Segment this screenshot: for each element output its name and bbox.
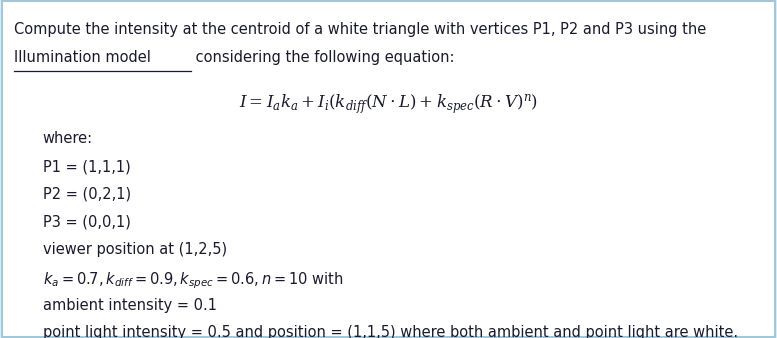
Text: viewer position at (1,2,5): viewer position at (1,2,5) <box>43 242 227 257</box>
Text: P3 = (0,0,1): P3 = (0,0,1) <box>43 215 131 230</box>
Text: Compute the intensity at the centroid of a white triangle with vertices P1, P2 a: Compute the intensity at the centroid of… <box>14 22 711 37</box>
Text: ambient intensity = 0.1: ambient intensity = 0.1 <box>43 298 217 313</box>
Text: Illumination model: Illumination model <box>14 50 151 65</box>
Text: considering the following equation:: considering the following equation: <box>190 50 454 65</box>
Text: P1 = (1,1,1): P1 = (1,1,1) <box>43 159 131 174</box>
Text: P2 = (0,2,1): P2 = (0,2,1) <box>43 187 131 202</box>
Text: $k_a = 0.7, k_{diff} = 0.9, k_{spec} = 0.6, n = 10$ with: $k_a = 0.7, k_{diff} = 0.9, k_{spec} = 0… <box>43 270 343 291</box>
Text: where:: where: <box>43 131 93 146</box>
Text: point light intensity = 0.5 and position = (1,1,5) where both ambient and point : point light intensity = 0.5 and position… <box>43 325 738 338</box>
Text: $I = I_a k_a + I_i(k_{diff}(N \cdot L) + k_{spec}(R \cdot V)^n)$: $I = I_a k_a + I_i(k_{diff}(N \cdot L) +… <box>239 93 538 116</box>
